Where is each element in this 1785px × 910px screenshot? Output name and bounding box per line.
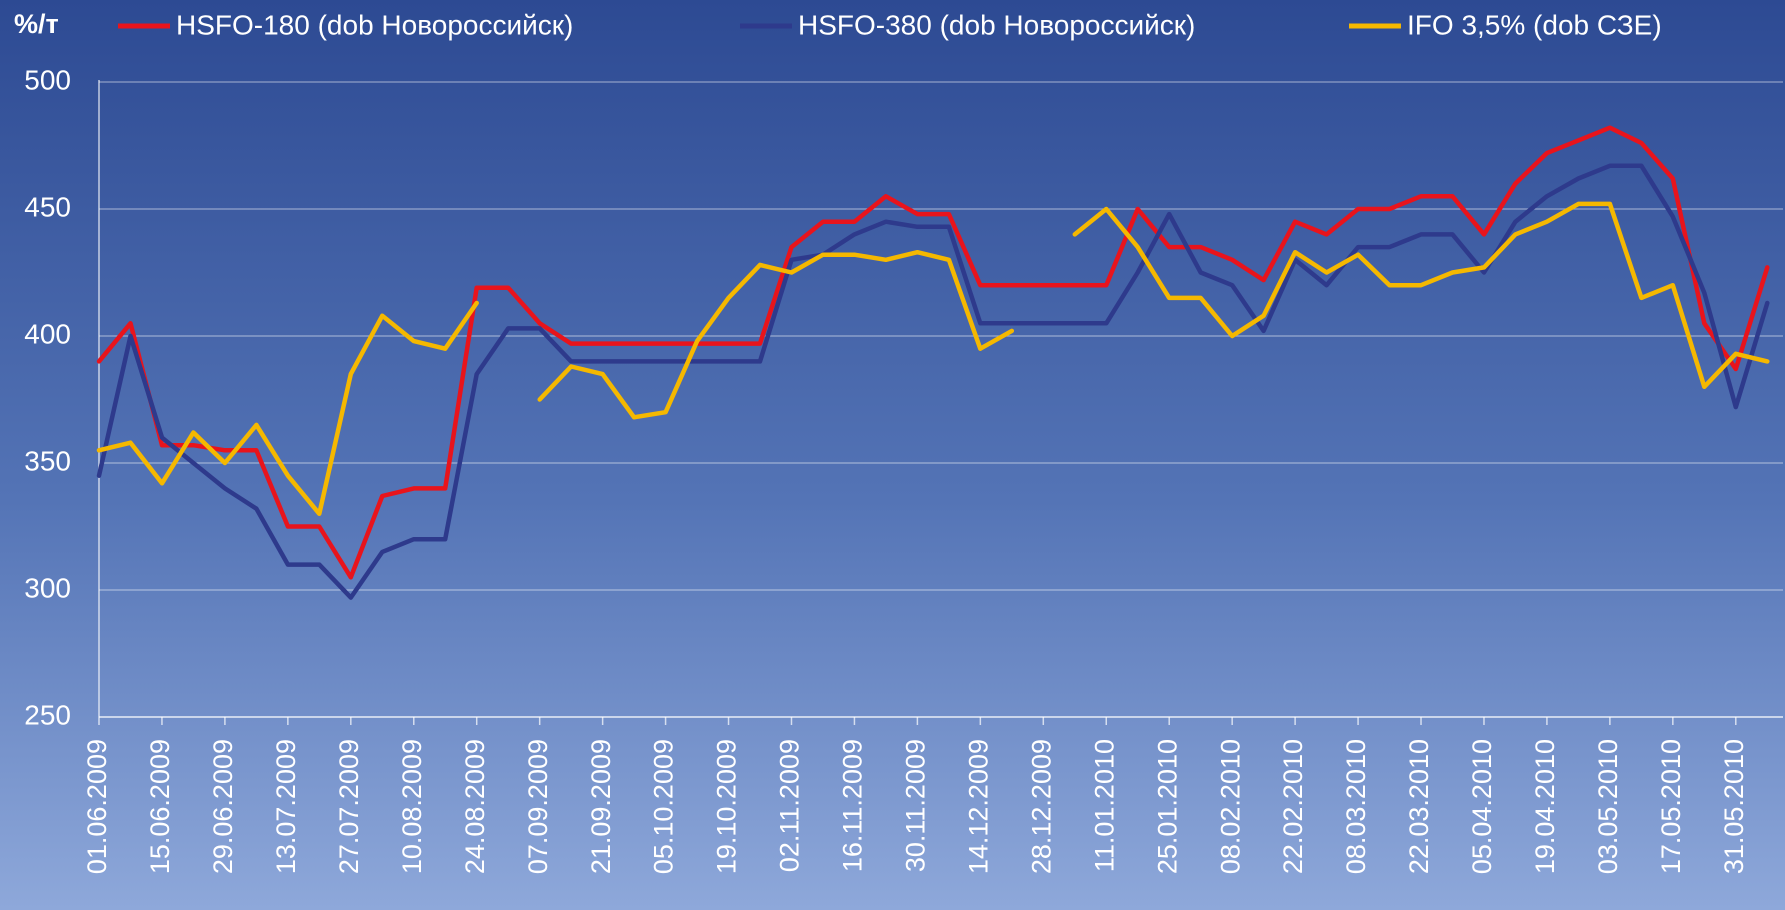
x-tick-label: 30.11.2009 <box>901 739 931 872</box>
x-tick-label: 29.06.2009 <box>208 739 238 874</box>
y-tick-label: 350 <box>24 445 71 476</box>
x-tick-label: 16.11.2009 <box>838 739 868 872</box>
x-tick-label: 31.05.2010 <box>1719 739 1749 874</box>
y-tick-label: 250 <box>24 699 71 730</box>
x-tick-label: 17.05.2010 <box>1656 739 1686 874</box>
series-line <box>96 125 1770 580</box>
legend-label: HSFO-180 (dob Новороссийск) <box>176 9 573 40</box>
x-tick-label: 19.04.2010 <box>1530 739 1560 874</box>
x-tick-label: 05.04.2010 <box>1467 739 1497 874</box>
x-tick-label: 22.02.2010 <box>1278 739 1308 874</box>
series-line <box>96 201 1770 517</box>
y-tick-label: 400 <box>24 318 71 349</box>
x-tick-label: 13.07.2009 <box>271 739 301 874</box>
x-tick-label: 08.03.2010 <box>1341 739 1371 874</box>
x-tick-label: 08.02.2010 <box>1215 739 1245 874</box>
y-tick-label: 500 <box>24 64 71 95</box>
x-tick-label: 21.09.2009 <box>586 739 616 874</box>
x-tick-label: 24.08.2009 <box>460 739 490 874</box>
legend-label: IFO 3,5% (dob СЗЕ) <box>1407 9 1662 40</box>
y-tick-label: 450 <box>24 191 71 222</box>
x-tick-label: 14.12.2009 <box>963 739 993 874</box>
x-tick-label: 02.11.2009 <box>775 739 805 872</box>
x-tick-label: 07.09.2009 <box>523 739 553 874</box>
legend-label: HSFO-380 (dob Новороссийск) <box>798 9 1195 40</box>
x-tick-label: 05.10.2009 <box>649 739 679 874</box>
y-axis-label: %/т <box>14 9 59 39</box>
y-tick-label: 300 <box>24 572 71 603</box>
x-tick-label: 01.06.2009 <box>82 739 112 874</box>
x-tick-label: 28.12.2009 <box>1026 739 1056 874</box>
x-tick-label: 25.01.2010 <box>1152 739 1182 874</box>
x-tick-label: 19.10.2009 <box>712 739 742 874</box>
x-tick-label: 27.07.2009 <box>334 739 364 874</box>
x-tick-label: 10.08.2009 <box>397 739 427 874</box>
x-tick-label: 22.03.2010 <box>1404 739 1434 874</box>
x-tick-label: 11.01.2010 <box>1089 739 1119 872</box>
x-tick-label: 03.05.2010 <box>1593 739 1623 874</box>
x-tick-label: 15.06.2009 <box>145 739 175 874</box>
